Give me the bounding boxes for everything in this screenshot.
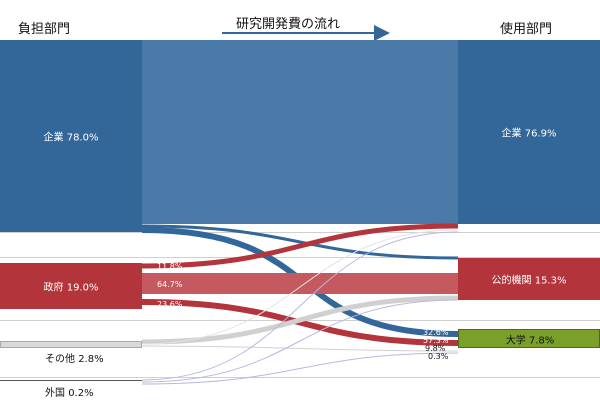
target-label-public: 公的機関 15.3%: [491, 275, 567, 287]
flow-government-public: [142, 273, 458, 294]
government-split-label: 64.7%: [157, 280, 183, 289]
gridline: [0, 377, 600, 378]
flow-other-university: [141, 345, 459, 352]
government-split-label: 11.8%: [157, 262, 183, 271]
target-node-university: 大学 7.8%: [458, 329, 600, 348]
flow-foreign-university: [141, 352, 459, 385]
target-node-company: 企業 76.9%: [458, 40, 600, 224]
flow-title: 研究開発費の流れ: [236, 17, 341, 32]
university-split-label: 57.3%: [423, 336, 449, 345]
source-node-government: 政府 19.0%: [0, 263, 142, 309]
source-label-company: 企業 78.0%: [43, 132, 99, 144]
target-label-university: 大学 7.8%: [505, 335, 555, 347]
flow-company-company: [142, 40, 458, 224]
flow-company-public: [141, 224, 459, 260]
source-node-foreign: [0, 380, 142, 381]
university-split-label: 0.3%: [428, 352, 449, 361]
flow-government-company: [141, 223, 459, 269]
university-split-label: 32.6%: [423, 328, 449, 337]
source-label-foreign: 外国 0.2%: [45, 388, 94, 399]
source-label-other: その他 2.8%: [45, 354, 104, 365]
government-split-label: 23.6%: [157, 300, 183, 309]
source-node-other: [0, 341, 142, 348]
target-node-public: 公的機関 15.3%: [458, 258, 600, 300]
target-label-company: 企業 76.9%: [501, 128, 557, 140]
flow-other-company: [141, 229, 459, 345]
source-label-government: 政府 19.0%: [43, 282, 99, 294]
source-node-company: 企業 78.0%: [0, 40, 142, 232]
university-split-label: 9.8%: [425, 344, 446, 353]
gridline: [0, 232, 600, 233]
flow-foreign-public: [141, 299, 459, 383]
flow-other-public: [141, 295, 459, 345]
flow-foreign-company: [141, 231, 459, 381]
source-header: 負担部門: [18, 22, 71, 37]
gridline: [0, 257, 600, 258]
target-header: 使用部門: [500, 22, 553, 37]
